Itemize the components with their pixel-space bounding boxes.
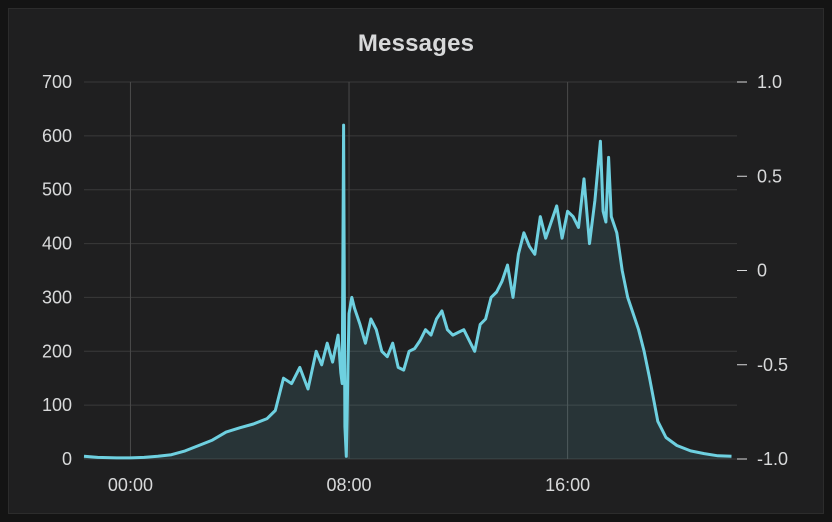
y-left-tick-label: 400 bbox=[42, 234, 72, 254]
y-left-tick-label: 500 bbox=[42, 180, 72, 200]
x-tick-label: 00:00 bbox=[108, 475, 153, 495]
chart-panel bbox=[8, 8, 824, 514]
left-y-axis: 0 100 200 300 400 500 600 700 bbox=[42, 72, 72, 469]
y-right-tick-label: 1.0 bbox=[757, 72, 782, 92]
y-left-tick-label: 100 bbox=[42, 395, 72, 415]
y-left-tick-label: 600 bbox=[42, 126, 72, 146]
y-left-tick-label: 700 bbox=[42, 72, 72, 92]
y-left-tick-label: 0 bbox=[62, 449, 72, 469]
y-right-tick-label: -1.0 bbox=[757, 449, 788, 469]
area-layer bbox=[83, 123, 732, 460]
chart-title: Messages bbox=[357, 30, 475, 57]
x-tick-label: 16:00 bbox=[545, 475, 590, 495]
y-right-tick-label: 0.5 bbox=[757, 166, 782, 186]
series-line bbox=[83, 123, 732, 460]
y-left-tick-label: 300 bbox=[42, 287, 72, 307]
right-y-axis: -1.0 -0.5 0 0.5 1.0 bbox=[737, 72, 788, 469]
x-axis: 00:00 08:00 16:00 bbox=[108, 475, 590, 495]
y-right-tick-label: -0.5 bbox=[757, 355, 788, 375]
y-right-tick-label: 0 bbox=[757, 261, 767, 281]
series-area bbox=[84, 125, 732, 459]
y-left-tick-label: 200 bbox=[42, 341, 72, 361]
x-tick-label: 08:00 bbox=[327, 475, 372, 495]
